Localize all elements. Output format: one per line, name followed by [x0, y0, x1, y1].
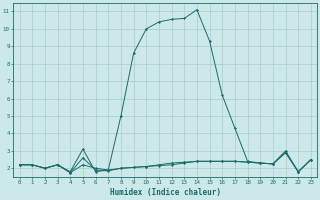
- X-axis label: Humidex (Indice chaleur): Humidex (Indice chaleur): [110, 188, 221, 197]
